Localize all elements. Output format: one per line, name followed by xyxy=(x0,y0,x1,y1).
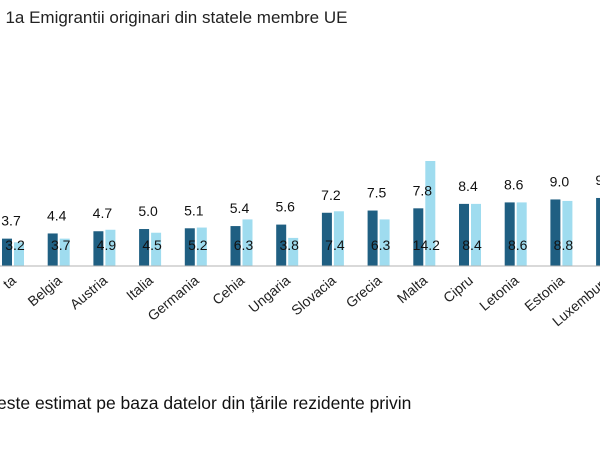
data-label-s2-8: 6.3 xyxy=(371,237,391,253)
bar-s2-6 xyxy=(288,237,299,266)
bar-s2-9 xyxy=(425,161,436,266)
data-label-s2-5: 6.3 xyxy=(234,237,254,253)
data-label-s2-7: 7.4 xyxy=(325,237,345,253)
data-label-s1-0: 3.7 xyxy=(1,213,21,229)
x-tick-label-6: Ungaria xyxy=(245,272,293,316)
bar-s2-7 xyxy=(333,211,344,266)
bar-s1-7 xyxy=(321,212,332,266)
data-label-s2-6: 3.8 xyxy=(279,237,299,253)
chart-footnote: este estimat pe baza datelor din țările … xyxy=(0,393,412,413)
data-label-s2-0: 3.2 xyxy=(5,237,25,253)
bar-s2-8 xyxy=(379,219,390,266)
data-label-s2-3: 4.5 xyxy=(142,237,162,253)
x-tick-label-10: Cipru xyxy=(440,272,476,306)
data-labels-group: 3.7 3.2 4.4 3.7 4.7 4.9 5.0 4.5 5.1 5.2 5.4 6.3 5.6 3… xyxy=(1,172,600,253)
x-tick-label-7: Slovacia xyxy=(288,272,339,318)
bar-s2-0 xyxy=(14,242,24,266)
data-label-s1-3: 5.0 xyxy=(138,203,158,219)
data-label-s1-4: 5.1 xyxy=(184,202,204,218)
data-label-s1-13: 9.2 xyxy=(595,172,600,188)
bar-s2-11 xyxy=(516,202,527,266)
chart-title: . 1a Emigrantii originari din statele me… xyxy=(0,8,348,27)
bar-s2-1 xyxy=(59,238,70,266)
bar-s2-10 xyxy=(471,203,481,266)
data-label-s2-4: 5.2 xyxy=(188,237,208,253)
bar-s2-12 xyxy=(562,200,573,266)
data-label-s1-5: 5.4 xyxy=(230,200,250,216)
data-label-s2-9: 14.2 xyxy=(413,237,440,253)
data-label-s1-7: 7.2 xyxy=(321,187,341,203)
bar-s1-13 xyxy=(596,197,600,266)
bar-s1-9 xyxy=(413,208,424,266)
x-tick-label-2: Austria xyxy=(67,272,111,312)
bar-s1-12 xyxy=(550,199,561,266)
bar-s1-8 xyxy=(367,210,378,266)
data-label-s1-11: 8.6 xyxy=(504,176,524,192)
bar-s1-3 xyxy=(139,229,150,266)
x-tick-label-0: ta xyxy=(0,272,19,292)
x-tick-label-3: Italia xyxy=(123,272,156,303)
x-tick-label-5: Cehia xyxy=(209,272,247,308)
x-tick-label-1: Belgia xyxy=(25,272,65,309)
data-label-s2-12: 8.8 xyxy=(554,237,574,253)
bar-s1-0 xyxy=(2,238,12,266)
data-label-s1-12: 9.0 xyxy=(550,173,570,189)
bar-s1-10 xyxy=(459,203,469,266)
data-label-s1-6: 5.6 xyxy=(275,199,295,215)
bar-s1-1 xyxy=(47,233,58,266)
data-label-s1-2: 4.7 xyxy=(93,205,113,221)
x-tick-label-11: Letonia xyxy=(476,272,522,314)
data-label-s2-2: 4.9 xyxy=(97,237,117,253)
bars-group xyxy=(2,161,600,266)
bar-s2-2 xyxy=(105,229,116,266)
data-label-s1-8: 7.5 xyxy=(367,185,387,201)
x-tick-label-8: Grecia xyxy=(343,272,385,311)
bar-s1-6 xyxy=(276,224,287,266)
data-label-s2-1: 3.7 xyxy=(51,237,71,253)
data-label-s1-10: 8.4 xyxy=(458,178,478,194)
bar-s1-11 xyxy=(504,202,515,266)
x-tick-label-9: Malta xyxy=(394,272,431,306)
data-label-s2-11: 8.6 xyxy=(508,237,528,253)
bar-s1-5 xyxy=(230,226,241,266)
x-tick-label-4: Germania xyxy=(144,272,202,324)
bar-s1-4 xyxy=(184,228,195,266)
data-label-s1-9: 7.8 xyxy=(413,182,433,198)
bar-s2-5 xyxy=(242,219,253,266)
data-label-s2-10: 8.4 xyxy=(462,237,482,253)
data-label-s1-1: 4.4 xyxy=(47,207,67,223)
bar-s2-4 xyxy=(196,227,207,266)
bar-s1-2 xyxy=(93,231,104,266)
bar-s2-3 xyxy=(151,232,162,266)
